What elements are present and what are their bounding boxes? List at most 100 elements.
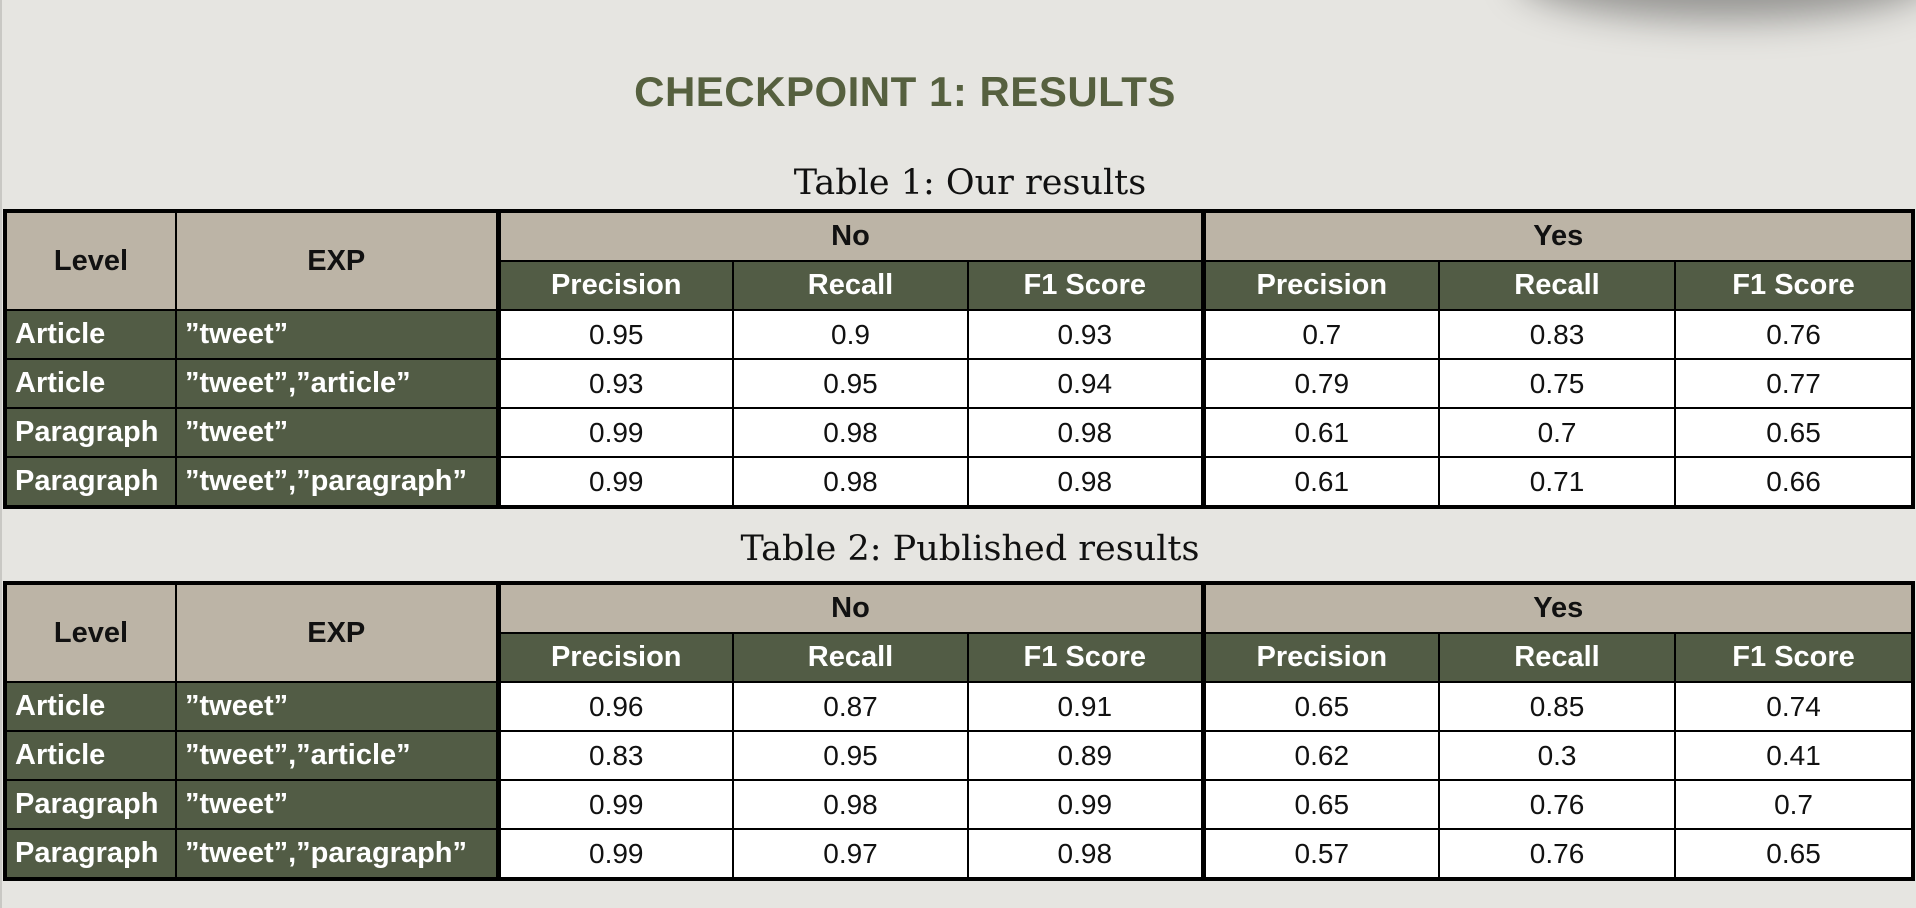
- slide-left-edge: [0, 0, 2, 908]
- value-cell: 0.93: [966, 309, 1206, 360]
- table-row: Article ”tweet” 0.95 0.9 0.93 0.7 0.83 0.76: [4, 309, 1915, 360]
- row-exp-cell: ”tweet”: [175, 681, 501, 732]
- metric-header-precision: Precision: [497, 632, 734, 683]
- value-cell: 0.7: [1674, 779, 1915, 830]
- metric-header-recall: Recall: [1438, 260, 1677, 311]
- table-body: Article ”tweet” 0.95 0.9 0.93 0.7 0.83 0.76 Arti…: [4, 309, 1915, 508]
- value-cell: 0.79: [1202, 358, 1441, 409]
- value-cell: 0.83: [497, 730, 734, 781]
- metric-header-recall: Recall: [732, 260, 969, 311]
- value-cell: 0.98: [732, 407, 969, 458]
- value-cell: 0.98: [966, 828, 1206, 880]
- row-exp-cell: ”tweet”,”article”: [175, 358, 501, 409]
- group-header-yes: Yes: [1202, 582, 1915, 634]
- value-cell: 0.93: [497, 358, 734, 409]
- table-row: Article ”tweet”,”article” 0.83 0.95 0.89 0.62…: [4, 730, 1915, 781]
- row-level-cell: Paragraph: [4, 828, 177, 880]
- value-cell: 0.61: [1202, 407, 1441, 458]
- group-header-no: No: [496, 210, 1206, 262]
- value-cell: 0.99: [497, 828, 734, 880]
- value-cell: 0.95: [732, 730, 969, 781]
- results-table-ours: Level EXP No Yes Precision Recall F1 Sco…: [3, 209, 1916, 509]
- table-body: Article ”tweet” 0.96 0.87 0.91 0.65 0.85 0.74 Ar…: [4, 681, 1915, 880]
- metric-header-recall: Recall: [732, 632, 969, 683]
- column-header-level: Level: [4, 210, 177, 311]
- value-cell: 0.98: [732, 779, 969, 830]
- value-cell: 0.98: [966, 407, 1206, 458]
- metric-header-f1: F1 Score: [1674, 260, 1915, 311]
- row-exp-cell: ”tweet”: [175, 779, 501, 830]
- table-row: Article ”tweet” 0.96 0.87 0.91 0.65 0.85 0.74: [4, 681, 1915, 732]
- value-cell: 0.95: [497, 309, 734, 360]
- value-cell: 0.85: [1438, 681, 1677, 732]
- table-row: Paragraph ”tweet”,”paragraph” 0.99 0.97 0.98…: [4, 828, 1915, 880]
- row-level-cell: Article: [4, 358, 177, 409]
- value-cell: 0.62: [1202, 730, 1441, 781]
- value-cell: 0.95: [732, 358, 969, 409]
- value-cell: 0.76: [1438, 828, 1677, 880]
- value-cell: 0.61: [1202, 456, 1441, 508]
- slide-edge-shadow: [1516, 0, 1916, 20]
- value-cell: 0.96: [497, 681, 734, 732]
- value-cell: 0.7: [1438, 407, 1677, 458]
- value-cell: 0.65: [1674, 828, 1915, 880]
- value-cell: 0.89: [966, 730, 1206, 781]
- table-row: Article ”tweet”,”article” 0.93 0.95 0.94 0.79…: [4, 358, 1915, 409]
- value-cell: 0.99: [497, 456, 734, 508]
- value-cell: 0.41: [1674, 730, 1915, 781]
- results-table-published: Level EXP No Yes Precision Recall F1 Sco…: [3, 581, 1916, 881]
- table-row: Paragraph ”tweet” 0.99 0.98 0.99 0.65 0.76 0.7: [4, 779, 1915, 830]
- value-cell: 0.7: [1202, 309, 1441, 360]
- row-level-cell: Article: [4, 730, 177, 781]
- value-cell: 0.9: [732, 309, 969, 360]
- page-title: CHECKPOINT 1: RESULTS: [634, 68, 1176, 115]
- column-header-exp: EXP: [175, 582, 501, 683]
- metric-header-f1: F1 Score: [966, 260, 1206, 311]
- row-exp-cell: ”tweet”,”paragraph”: [175, 456, 501, 508]
- value-cell: 0.65: [1202, 681, 1441, 732]
- row-level-cell: Article: [4, 681, 177, 732]
- value-cell: 0.94: [966, 358, 1206, 409]
- group-header-no: No: [496, 582, 1206, 634]
- value-cell: 0.76: [1674, 309, 1915, 360]
- value-cell: 0.77: [1674, 358, 1915, 409]
- value-cell: 0.57: [1202, 828, 1441, 880]
- value-cell: 0.3: [1438, 730, 1677, 781]
- value-cell: 0.91: [966, 681, 1206, 732]
- row-exp-cell: ”tweet”: [175, 309, 501, 360]
- row-level-cell: Paragraph: [4, 456, 177, 508]
- value-cell: 0.99: [497, 407, 734, 458]
- value-cell: 0.87: [732, 681, 969, 732]
- column-header-level: Level: [4, 582, 177, 683]
- value-cell: 0.65: [1202, 779, 1441, 830]
- value-cell: 0.71: [1438, 456, 1677, 508]
- metric-header-precision: Precision: [1202, 260, 1441, 311]
- row-exp-cell: ”tweet”,”paragraph”: [175, 828, 501, 880]
- metric-header-precision: Precision: [1202, 632, 1441, 683]
- group-header-yes: Yes: [1202, 210, 1915, 262]
- value-cell: 0.97: [732, 828, 969, 880]
- column-header-exp: EXP: [175, 210, 501, 311]
- table-1-caption: Table 1: Our results: [793, 163, 1147, 203]
- row-level-cell: Paragraph: [4, 779, 177, 830]
- row-level-cell: Article: [4, 309, 177, 360]
- table-2-caption: Table 2: Published results: [740, 529, 1200, 569]
- metric-header-f1: F1 Score: [1674, 632, 1915, 683]
- value-cell: 0.98: [966, 456, 1206, 508]
- value-cell: 0.65: [1674, 407, 1915, 458]
- value-cell: 0.98: [732, 456, 969, 508]
- value-cell: 0.99: [966, 779, 1206, 830]
- metric-header-f1: F1 Score: [966, 632, 1206, 683]
- metric-header-precision: Precision: [497, 260, 734, 311]
- value-cell: 0.74: [1674, 681, 1915, 732]
- table-row: Paragraph ”tweet” 0.99 0.98 0.98 0.61 0.7 0.65: [4, 407, 1915, 458]
- metric-header-recall: Recall: [1438, 632, 1677, 683]
- table-row: Paragraph ”tweet”,”paragraph” 0.99 0.98 0.98…: [4, 456, 1915, 508]
- row-exp-cell: ”tweet”: [175, 407, 501, 458]
- value-cell: 0.99: [497, 779, 734, 830]
- row-exp-cell: ”tweet”,”article”: [175, 730, 501, 781]
- value-cell: 0.76: [1438, 779, 1677, 830]
- value-cell: 0.75: [1438, 358, 1677, 409]
- value-cell: 0.66: [1674, 456, 1915, 508]
- row-level-cell: Paragraph: [4, 407, 177, 458]
